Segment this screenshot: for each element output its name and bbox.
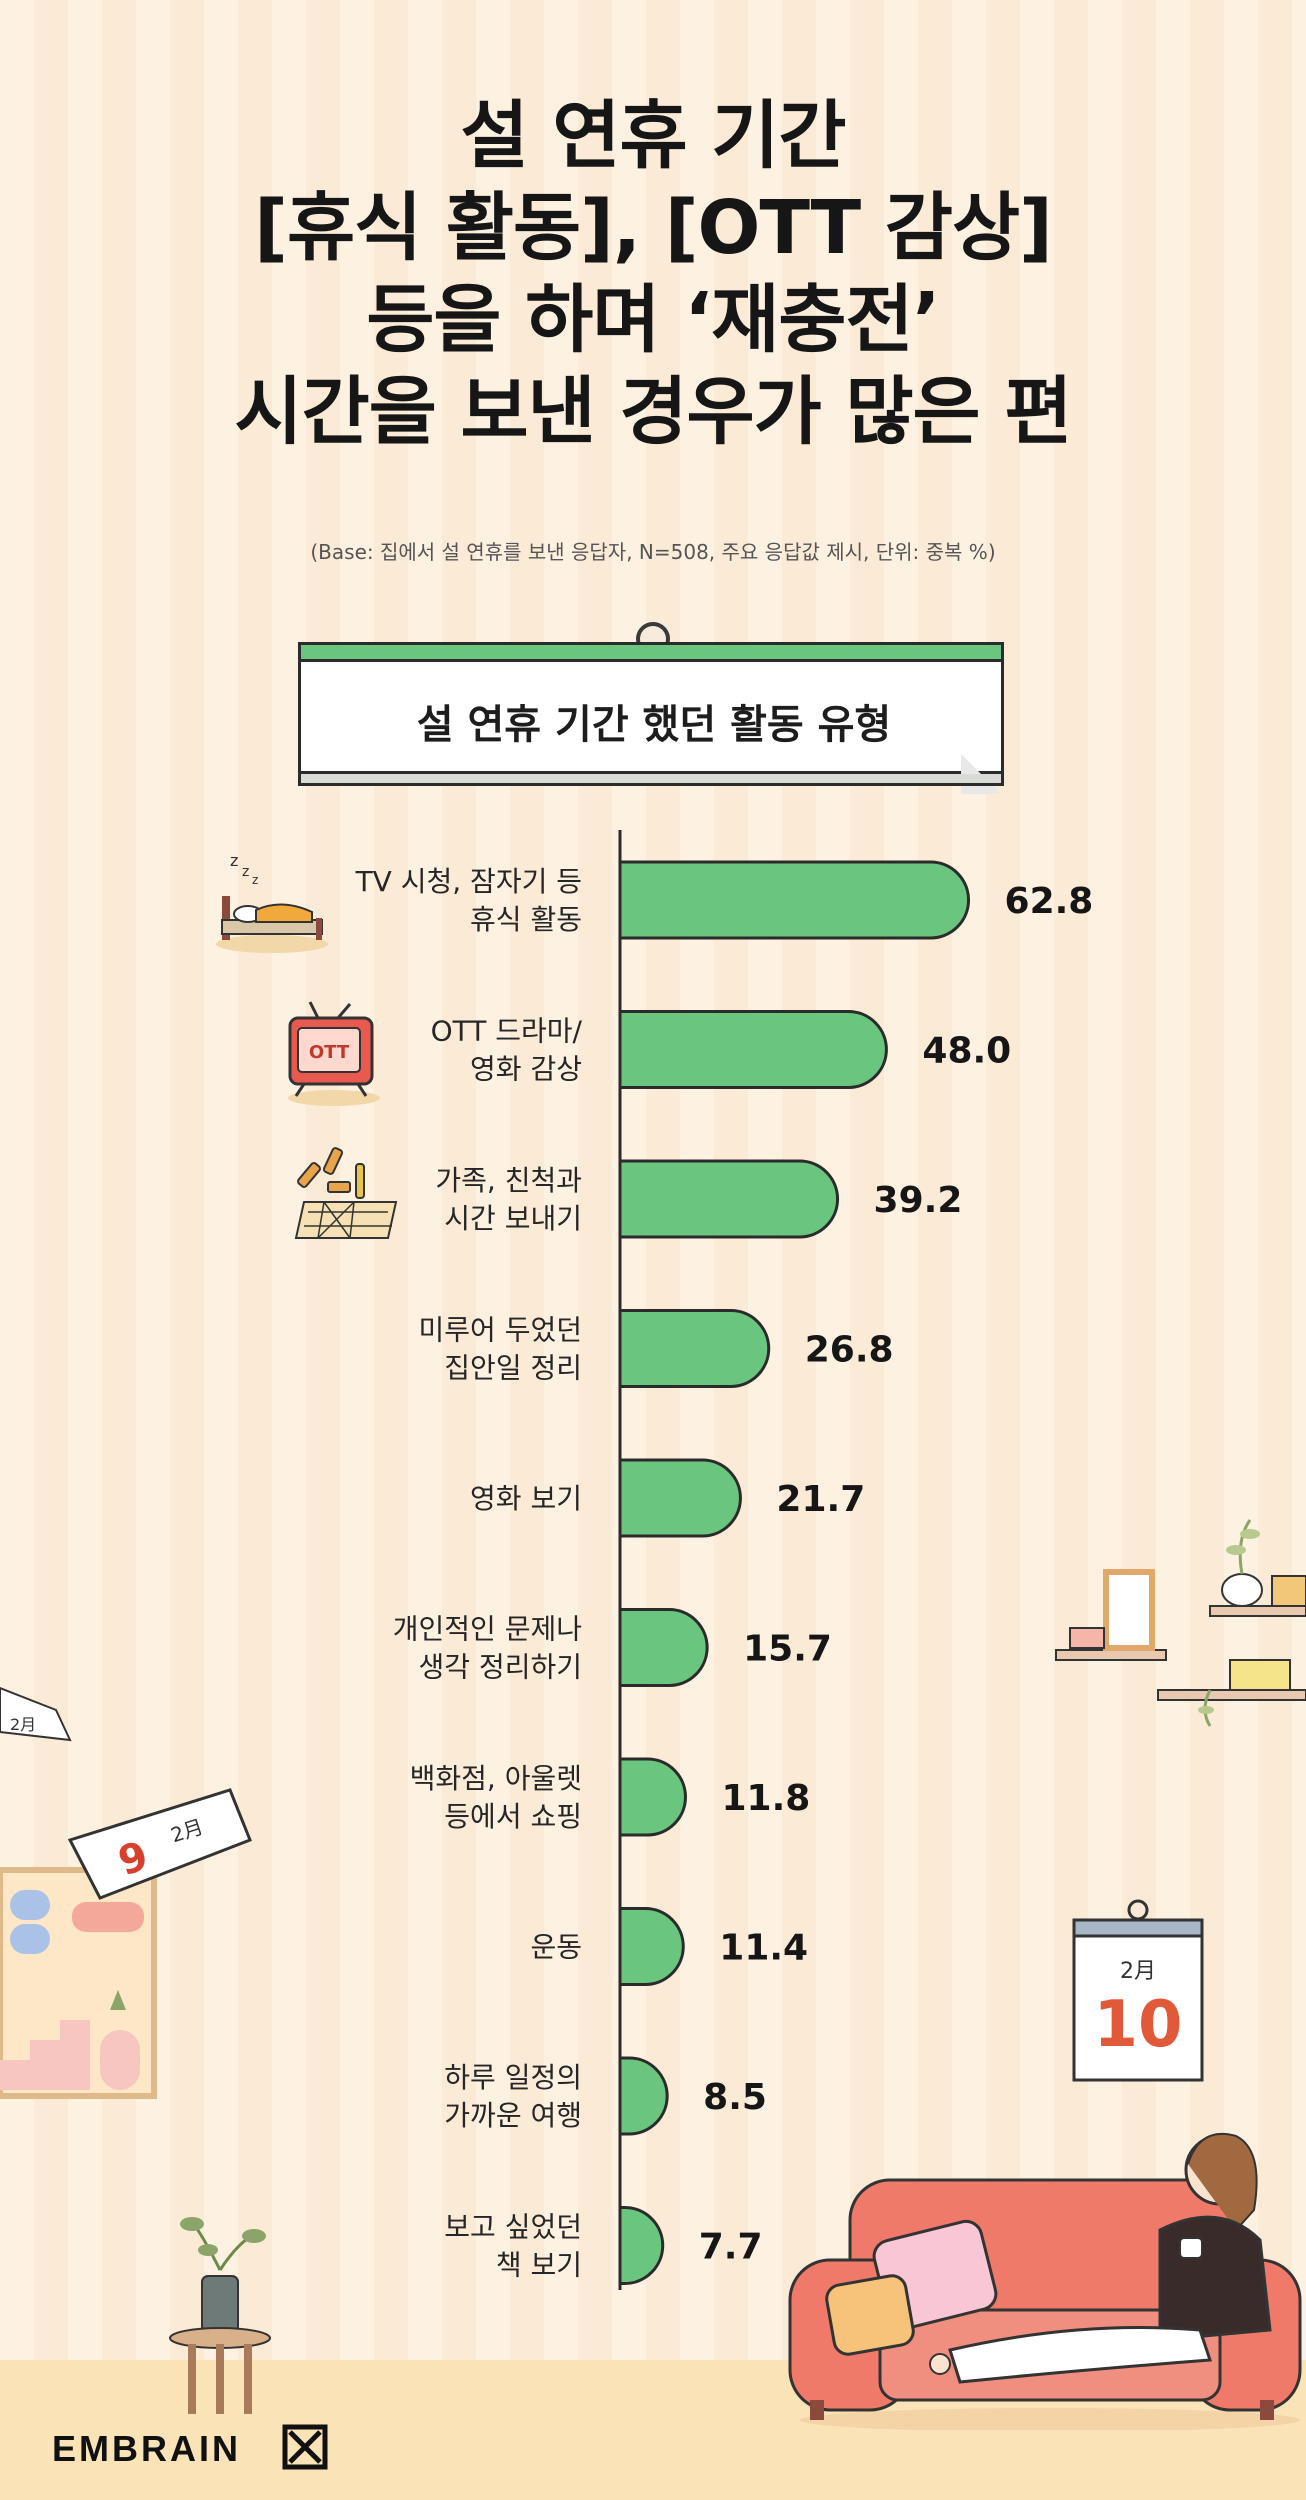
activity-bar-chart: 62.8 TV 시청, 잠자기 등휴식 활동 48.0 OTT 드라마/영화 감상 39… — [355, 830, 1094, 2290]
category-label-2-0: 가족, 친척과 — [435, 1164, 582, 1197]
category-label-4-0: 영화 보기 — [470, 1482, 582, 1515]
banner-bottom-strip — [298, 774, 1004, 786]
bar-value-label-0: 62.8 — [1005, 881, 1094, 922]
category-label-6-0: 백화점, 아울렛 — [410, 1762, 582, 1795]
bar-value-label-6: 11.8 — [721, 1778, 810, 1819]
bar-4 — [618, 1458, 742, 1538]
category-label-9-1: 책 보기 — [496, 2249, 582, 2282]
svg-text:z: z — [242, 864, 249, 880]
chart-banner: 설 연휴 기간 했던 활동 유형 — [298, 622, 1004, 794]
category-label-5-0: 개인적인 문제나 — [393, 1613, 582, 1646]
bar-2 — [618, 1159, 840, 1239]
category-label-3-0: 미루어 두었던 — [419, 1314, 582, 1347]
category-label-8-0: 하루 일정의 — [444, 2061, 582, 2094]
base-note: (Base: 집에서 설 연휴를 보낸 응답자, N=508, 주요 응답값 제… — [310, 540, 996, 564]
bar-value-label-4: 21.7 — [776, 1479, 865, 1520]
board-game-icon — [294, 1147, 398, 1239]
calendar-right-icon: 2月 10 — [1072, 1899, 1204, 2082]
sofa-person-illustration — [788, 2132, 1302, 2430]
category-label-9-0: 보고 싶었던 — [444, 2211, 582, 2244]
banner-top-strip — [298, 642, 1004, 662]
bar-value-label-7: 11.4 — [719, 1928, 808, 1969]
svg-text:OTT: OTT — [309, 1042, 350, 1063]
category-label-0-1: 휴식 활동 — [470, 903, 582, 936]
bar-3 — [618, 1309, 771, 1388]
sleeping-bed-icon: z z z — [216, 851, 328, 953]
page-title: 설 연휴 기간 [휴식 활동], [OTT 감상] 등을 하며 ‘재충전’ 시간… — [0, 90, 1306, 458]
bar-value-label-8: 8.5 — [703, 2077, 767, 2118]
category-label-1-1: 영화 감상 — [470, 1053, 582, 1086]
bar-0 — [618, 860, 971, 940]
category-label-3-1: 집안일 정리 — [444, 1352, 582, 1385]
embrain-logo: EMBRAIN — [52, 2428, 241, 2469]
ott-tv-icon: OTT — [288, 1001, 380, 1106]
plant-stool-illustration — [169, 2217, 271, 2414]
shelf-decoration — [1055, 1519, 1306, 1727]
banner-text: 설 연휴 기간 했던 활동 유형 — [416, 702, 892, 748]
category-label-0-0: TV 시청, 잠자기 등 — [355, 865, 582, 898]
title-line-1: 설 연휴 기간 — [460, 93, 847, 179]
bar-7 — [618, 1907, 685, 1986]
category-label-6-1: 등에서 쇼핑 — [444, 1800, 582, 1833]
category-label-8-1: 가까운 여행 — [444, 2099, 582, 2132]
svg-text:z: z — [230, 851, 238, 870]
bar-5 — [618, 1608, 709, 1687]
wall-art-decoration — [0, 1867, 157, 2099]
title-line-4: 시간을 보낸 경우가 많은 편 — [234, 369, 1073, 455]
title-line-2: [휴식 활동], [OTT 감상] — [254, 185, 1053, 271]
banner-body: 설 연휴 기간 했던 활동 유형 — [298, 662, 1004, 794]
title-line-3: 등을 하며 ‘재충전’ — [366, 277, 940, 363]
calendar-right-month: 2月 — [1120, 1959, 1156, 1984]
category-label-5-1: 생각 정리하기 — [419, 1651, 582, 1684]
bar-value-label-9: 7.7 — [699, 2227, 763, 2268]
bar-6 — [618, 1757, 687, 1837]
bar-value-label-5: 15.7 — [743, 1629, 832, 1670]
category-label-2-1: 시간 보내기 — [444, 1202, 582, 1235]
bar-8 — [618, 2056, 669, 2136]
svg-text:z: z — [252, 873, 258, 887]
calendar-right-day: 10 — [1093, 1988, 1182, 2062]
category-label-7-0: 운동 — [530, 1931, 582, 1964]
calendar-small-month: 2月 — [10, 1715, 36, 1734]
bar-value-label-1: 48.0 — [922, 1031, 1011, 1072]
bar-9 — [618, 2206, 665, 2285]
embrain-logo-mark-icon — [282, 2424, 328, 2470]
bar-value-label-2: 39.2 — [874, 1180, 963, 1221]
calendar-small-icon: 2月 — [0, 1686, 72, 1742]
category-label-1-0: OTT 드라마/ — [431, 1015, 583, 1048]
calendar-left-icon: 9 2月 — [67, 1788, 252, 1900]
bar-value-label-3: 26.8 — [805, 1330, 894, 1371]
bar-1 — [618, 1010, 888, 1089]
